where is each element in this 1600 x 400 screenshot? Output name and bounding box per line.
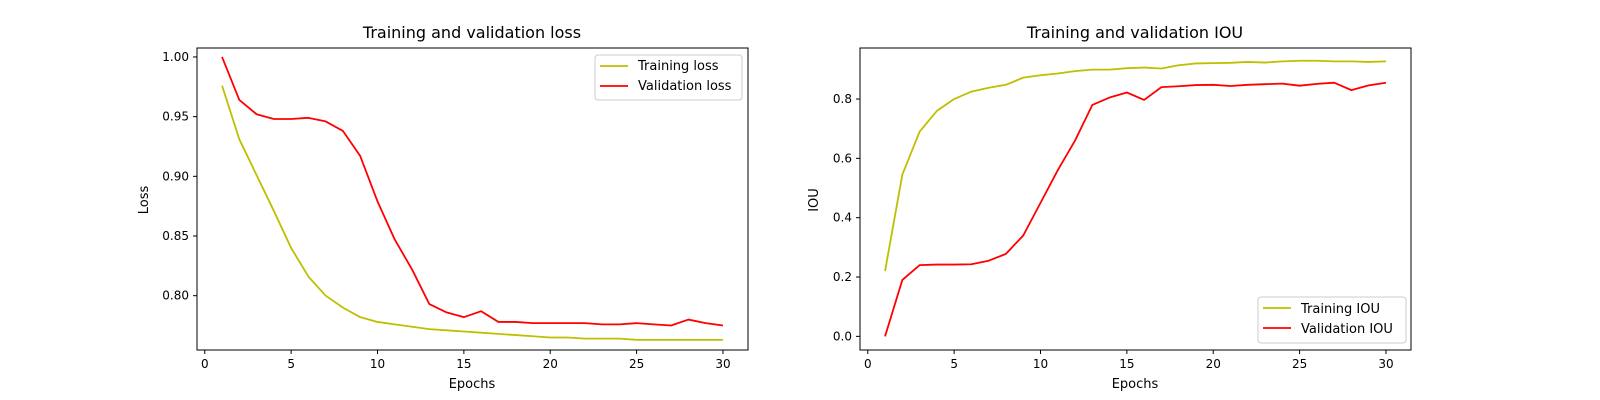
loss-y-tick-label: 0.85	[162, 229, 189, 243]
loss-chart-legend-box	[594, 54, 743, 101]
iou-chart-legend-label-validation: Validation IOU	[1301, 322, 1393, 337]
loss-x-tick-label: 5	[287, 357, 295, 371]
loss-x-tick-label: 20	[543, 357, 558, 371]
loss-chart-x-axis-label: Epochs	[449, 377, 496, 392]
iou-chart-legend: Training IOU Validation IOU	[1257, 296, 1407, 344]
loss-x-tick-label: 30	[715, 357, 730, 371]
iou-chart-x-axis-label: Epochs	[1112, 377, 1159, 392]
loss-axes-frame	[196, 47, 749, 351]
iou-x-tick-label: 25	[1292, 357, 1307, 371]
loss-x-tick-label: 10	[370, 357, 385, 371]
iou-y-tick-label: 0.2	[833, 270, 852, 284]
iou-chart-legend-label-training: Training IOU	[1300, 302, 1380, 317]
iou-chart-legend-box	[1257, 296, 1407, 344]
iou-x-tick-label: 0	[864, 357, 872, 371]
iou-x-tick-label: 15	[1119, 357, 1134, 371]
loss-y-tick-label: 0.95	[162, 110, 189, 124]
loss-series-line-training	[221, 85, 723, 341]
loss-chart-legend-label-validation: Validation loss	[638, 79, 732, 94]
iou-axes-frame	[859, 47, 1412, 351]
loss-chart-title: Training and validation loss	[362, 23, 581, 42]
loss-chart-legend: Training loss Validation loss	[594, 54, 743, 101]
iou-series-line-validation	[884, 81, 1387, 337]
loss-chart-plot-area: 0 5 10 15 20 25 30 0.80 0.85 0.90 0.95 1.00	[162, 47, 749, 371]
loss-y-tick-label: 0.80	[162, 289, 189, 303]
iou-chart-plot-area: 0 5 10 15 20 25 30 0.0 0.2 0.4 0.6 0.8	[833, 47, 1412, 371]
iou-chart: Training and validation IOU Epochs IOU 0…	[807, 23, 1412, 392]
iou-y-tick-label: 0.4	[833, 211, 852, 225]
iou-chart-y-axis-label: IOU	[807, 188, 822, 212]
loss-x-tick-label: 0	[201, 357, 209, 371]
loss-series-line-validation	[221, 56, 724, 327]
iou-y-tick-label: 0.0	[833, 329, 852, 343]
iou-x-tick-label: 5	[950, 357, 958, 371]
loss-x-tick-label: 15	[456, 357, 471, 371]
loss-x-tick-label: 25	[629, 357, 644, 371]
iou-y-tick-label: 0.6	[833, 151, 852, 165]
loss-chart-y-axis-label: Loss	[137, 186, 152, 215]
iou-y-tick-label: 0.8	[833, 92, 852, 106]
loss-y-tick-label: 1.00	[162, 50, 189, 64]
iou-x-tick-label: 10	[1033, 357, 1048, 371]
loss-chart-legend-label-training: Training loss	[637, 59, 719, 74]
iou-x-tick-label: 20	[1206, 357, 1221, 371]
iou-series-line-training	[884, 59, 1386, 272]
iou-x-tick-label: 30	[1378, 357, 1393, 371]
loss-y-tick-label: 0.90	[162, 169, 189, 183]
iou-chart-title: Training and validation IOU	[1026, 23, 1243, 42]
loss-chart: Training and validation loss Epochs Loss…	[137, 23, 749, 392]
